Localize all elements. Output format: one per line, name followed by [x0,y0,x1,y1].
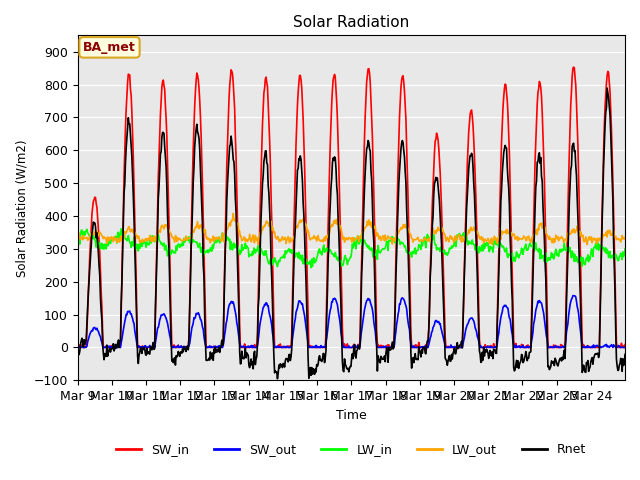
SW_in [408,345,416,350]
Rnet [239,355,246,361]
LW_in [409,249,417,255]
SW_in [266,159,274,165]
Rnet [439,288,447,293]
Rnet [266,209,273,215]
SW_out [239,344,246,350]
SW_out [569,293,577,299]
LW_in [307,265,315,271]
LW_in [287,247,295,252]
Y-axis label: Solar Radiation (W/m2): Solar Radiation (W/m2) [15,139,28,276]
Rnet [74,343,81,348]
LW_out [239,237,247,242]
LW_out [266,222,274,228]
SW_out [74,345,81,350]
SW_in [570,64,577,70]
LW_out [439,228,447,234]
LW_out [583,242,591,248]
SW_in [439,255,447,261]
Line: SW_in: SW_in [77,67,625,348]
Text: BA_met: BA_met [83,41,136,54]
LW_out [229,211,237,216]
Line: LW_out: LW_out [77,214,625,245]
LW_in [139,239,147,244]
Rnet [287,354,295,360]
LW_out [408,236,416,241]
SW_in [239,345,247,350]
SW_out [138,345,146,350]
Rnet [604,85,611,91]
SW_out [621,345,629,350]
SW_in [287,344,295,349]
LW_out [74,236,81,241]
X-axis label: Time: Time [336,408,367,421]
LW_out [138,238,146,243]
Rnet [138,350,146,356]
SW_in [139,343,147,349]
LW_in [440,249,447,254]
Line: LW_in: LW_in [77,229,625,268]
SW_out [287,345,294,350]
Legend: SW_in, SW_out, LW_in, LW_out, Rnet: SW_in, SW_out, LW_in, LW_out, Rnet [111,438,591,461]
Rnet [621,351,629,357]
LW_out [287,238,295,243]
Line: SW_out: SW_out [77,296,625,348]
Rnet [274,376,282,382]
Title: Solar Radiation: Solar Radiation [293,15,410,30]
LW_in [621,246,629,252]
LW_in [117,226,125,232]
Line: Rnet: Rnet [77,88,625,379]
Rnet [408,357,416,363]
SW_in [74,345,82,350]
SW_in [74,344,81,349]
LW_out [621,236,629,242]
SW_out [438,331,446,336]
LW_in [266,257,274,263]
SW_out [266,312,273,318]
LW_in [239,246,247,252]
SW_in [621,342,629,348]
LW_in [74,235,81,240]
SW_out [408,343,415,348]
